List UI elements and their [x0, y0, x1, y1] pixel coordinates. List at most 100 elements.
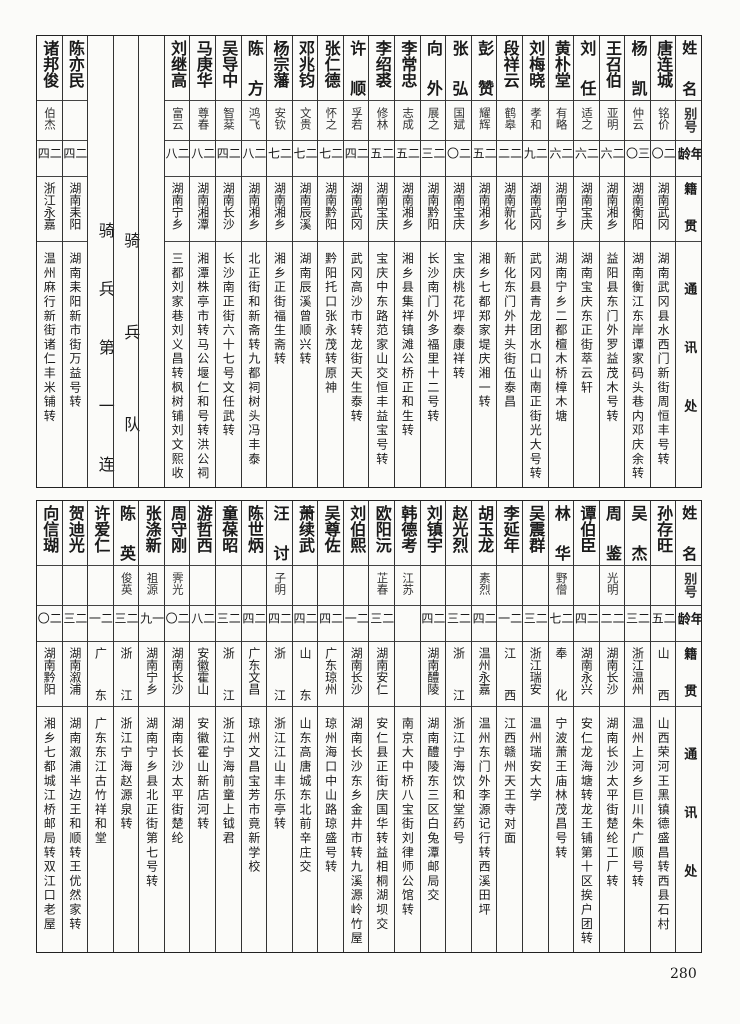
name-cell: 诸邦俊 [36, 36, 62, 101]
native-cell: 湖南黔阳 [318, 177, 343, 242]
native-text: 山东 [298, 647, 313, 701]
alias-text: 祖源 [145, 572, 160, 595]
unit-title-column: 骑兵第一连 [87, 36, 115, 487]
person-column: 孙存旺 二五 山西 山西荣河王黑镇德盛昌转西县石村 [649, 501, 676, 952]
age-cell: 二五 [395, 141, 420, 177]
address-text: 湖南长沙太平街楚纶 [170, 717, 185, 846]
name-text: 杨宗藩 [270, 40, 290, 88]
name-text: 李绍裘 [372, 40, 392, 88]
alias-cell [420, 566, 446, 606]
person-column: 张涤新 祖源 一九 湖南宁乡 湖南宁乡县北正街第七号转 [138, 501, 164, 952]
alias-text: 仲云 [631, 107, 646, 130]
age-cell: 二三 [522, 606, 548, 642]
alias-cell: 子明 [267, 566, 292, 606]
age-cell: 二七 [318, 141, 343, 177]
address-cell: 温州瑞安大学 [523, 707, 548, 952]
age-cell: 二七 [292, 141, 318, 177]
age-cell: 二四 [216, 141, 241, 177]
native-text: 湖南长沙 [349, 647, 364, 695]
name-cell: 许爱仁 [88, 501, 113, 566]
native-cell: 江西 [497, 642, 522, 707]
name-cell: 贺迪光 [62, 501, 88, 566]
address-text: 浙江宁海前童上钺君 [221, 717, 236, 846]
address-text: 湖南辰溪曾顺兴转 [298, 252, 313, 367]
alias-text: 尊春 [196, 107, 211, 130]
alias-text: 俊英 [119, 572, 134, 595]
native-text: 湖南黔阳 [323, 182, 338, 230]
person-column: 刘镇宇 二四 湖南醴陵 湖南醴陵东三区白兔潭邮局交 [419, 501, 446, 952]
person-column: 刘梅晓 孝和 二九 湖南武冈 武冈县青龙团水口山南正街光大号转 [521, 36, 548, 487]
alias-cell: 国斌 [446, 101, 471, 141]
native-cell: 湖南武冈 [343, 177, 369, 242]
age-text: 二三 [216, 612, 241, 626]
name-cell: 许顺 [343, 36, 369, 101]
header-address-text: 通讯处 [681, 282, 697, 412]
age-text: 二一 [497, 612, 522, 626]
person-column: 李绍裘 修林 二五 湖南宝庆 宝庆中东路范家山交恒丰益宝号转 [368, 36, 395, 487]
name-text: 汪讨 [270, 505, 290, 561]
section-title-column-text: 骑兵队 [121, 231, 141, 432]
native-text: 江西 [502, 647, 517, 701]
name-cell: 刘伯熙 [343, 501, 369, 566]
alias-text: 鹤皋 [503, 107, 518, 130]
address-text: 湖南宝庆东正街萃云轩 [579, 252, 594, 395]
address-text: 湖南长沙太平街楚纶工厂转 [604, 717, 619, 889]
alias-cell [650, 566, 676, 606]
name-cell: 赵光烈 [446, 501, 471, 566]
name-cell: 唐连城 [650, 36, 676, 101]
name-cell: 吴尊佐 [318, 501, 343, 566]
age-text: 二一 [88, 612, 113, 626]
age-text: 二四 [420, 612, 446, 626]
name-text: 吴震群 [526, 505, 546, 553]
native-cell: 湖南湘乡 [267, 177, 292, 242]
age-text: 二四 [574, 612, 599, 626]
name-text: 段祥云 [500, 40, 520, 88]
name-text: 孙存旺 [654, 505, 674, 553]
person-column: 游哲西 二八 安徽霍山 安徽霍山新店河转 [189, 501, 216, 952]
age-cell: 二二 [497, 141, 522, 177]
age-text: 二四 [241, 612, 267, 626]
name-cell: 汪讨 [267, 501, 292, 566]
header-native-cell: 籍贯 [676, 177, 701, 242]
native-text: 湖南辰溪 [298, 182, 313, 230]
address-text: 长沙南门外多福里十二号转 [425, 252, 440, 424]
name-text: 李常忠 [398, 40, 418, 88]
header-age-text: 年龄 [676, 612, 701, 627]
address-text: 南京大中桥八宝街刘律师公馆转 [400, 717, 415, 918]
native-cell: 浙江 [446, 642, 471, 707]
native-text: 浙江 [221, 647, 236, 701]
person-column: 谭伯臣 二四 湖南永兴 安仁龙海塘转龙王铺第十区挨户团转 [573, 501, 599, 952]
header-age-cell: 年龄 [676, 141, 701, 177]
age-cell: 二八 [164, 141, 190, 177]
native-cell: 浙江 [216, 642, 241, 707]
age-text: 二二 [497, 147, 522, 161]
address-text: 琼州文昌宝芳市竟新学校 [246, 717, 261, 875]
native-text: 湖南武冈 [349, 182, 364, 230]
person-column: 许爱仁 二一 广东 广东东江古竹祥和堂 [87, 501, 113, 952]
person-column: 黄朴堂 有略 二六 湖南宁乡 湖南宁乡二都檀木桥樟木塘 [547, 36, 574, 487]
name-text: 黄朴堂 [551, 40, 571, 88]
alias-cell [88, 566, 113, 606]
native-cell: 湖南湘乡 [599, 177, 625, 242]
native-cell: 湖南宝庆 [574, 177, 599, 242]
address-text: 浙江宁海赵源泉转 [118, 717, 133, 832]
alias-cell [62, 101, 88, 141]
native-cell: 广东琼州 [318, 642, 343, 707]
native-text: 浙江瑞安 [528, 647, 543, 695]
age-text: 二七 [292, 147, 318, 161]
age-text: 二八 [241, 147, 267, 161]
name-text: 谭伯臣 [577, 505, 597, 553]
native-cell: 湖南宝庆 [369, 177, 395, 242]
alias-cell [343, 566, 369, 606]
native-text: 浙江 [272, 647, 287, 701]
name-text: 萧续武 [296, 505, 316, 553]
alias-cell: 芷春 [369, 566, 395, 606]
native-text: 浙江永嘉 [42, 182, 57, 230]
address-text: 广东东江古竹祥和堂 [93, 717, 108, 846]
age-cell: 二一 [343, 606, 369, 642]
name-text: 周鉴 [602, 505, 622, 561]
native-cell: 山东 [292, 642, 318, 707]
name-cell: 胡玉龙 [471, 501, 497, 566]
address-cell: 湖南武冈县水西门新街周恒丰号转 [651, 242, 676, 487]
native-text: 浙江 [451, 647, 466, 701]
